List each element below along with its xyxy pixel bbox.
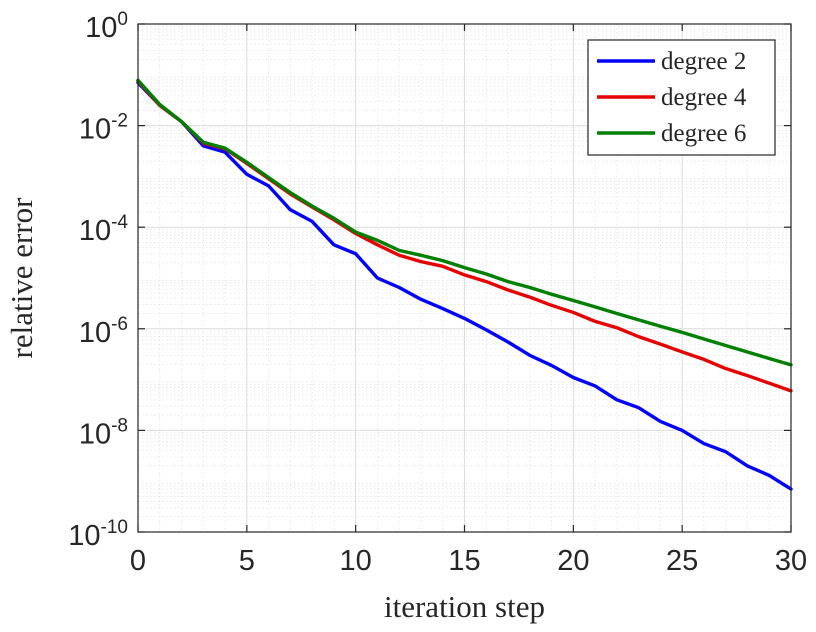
- x-tick-label: 5: [239, 545, 255, 577]
- x-axis-title: iteration step: [384, 589, 545, 624]
- x-tick-labels: 0 5 10 15 20 25 30: [130, 545, 807, 577]
- x-tick-label: 30: [775, 545, 807, 577]
- y-tick-label: 10-6: [79, 314, 128, 349]
- y-tick-label: 10-10: [68, 517, 128, 552]
- y-tick-labels: 10-10 10-8 10-6 10-4 10-2 100: [68, 9, 128, 552]
- series-line-degree-6: [136, 78, 793, 367]
- tick-marks: [137, 23, 792, 533]
- y-tick-label: 100: [85, 9, 128, 44]
- legend-label-degree-6: degree 6: [661, 120, 746, 147]
- legend-label-degree-2: degree 2: [661, 48, 746, 75]
- y-axis-title: relative error: [4, 197, 39, 359]
- legend: degree 2 degree 4 degree 6: [587, 39, 776, 156]
- y-tick-label: 10-8: [79, 415, 128, 450]
- x-tick-label: 25: [666, 545, 698, 577]
- x-tick-label: 20: [557, 545, 589, 577]
- series-lines: [136, 78, 793, 491]
- x-tick-label: 15: [448, 545, 480, 577]
- series-line-degree-2: [136, 80, 793, 491]
- y-tick-label: 10-2: [79, 111, 128, 146]
- y-tick-label: 10-4: [79, 212, 129, 247]
- x-tick-label: 10: [340, 545, 372, 577]
- legend-label-degree-4: degree 4: [661, 84, 747, 111]
- x-tick-label: 0: [130, 545, 146, 577]
